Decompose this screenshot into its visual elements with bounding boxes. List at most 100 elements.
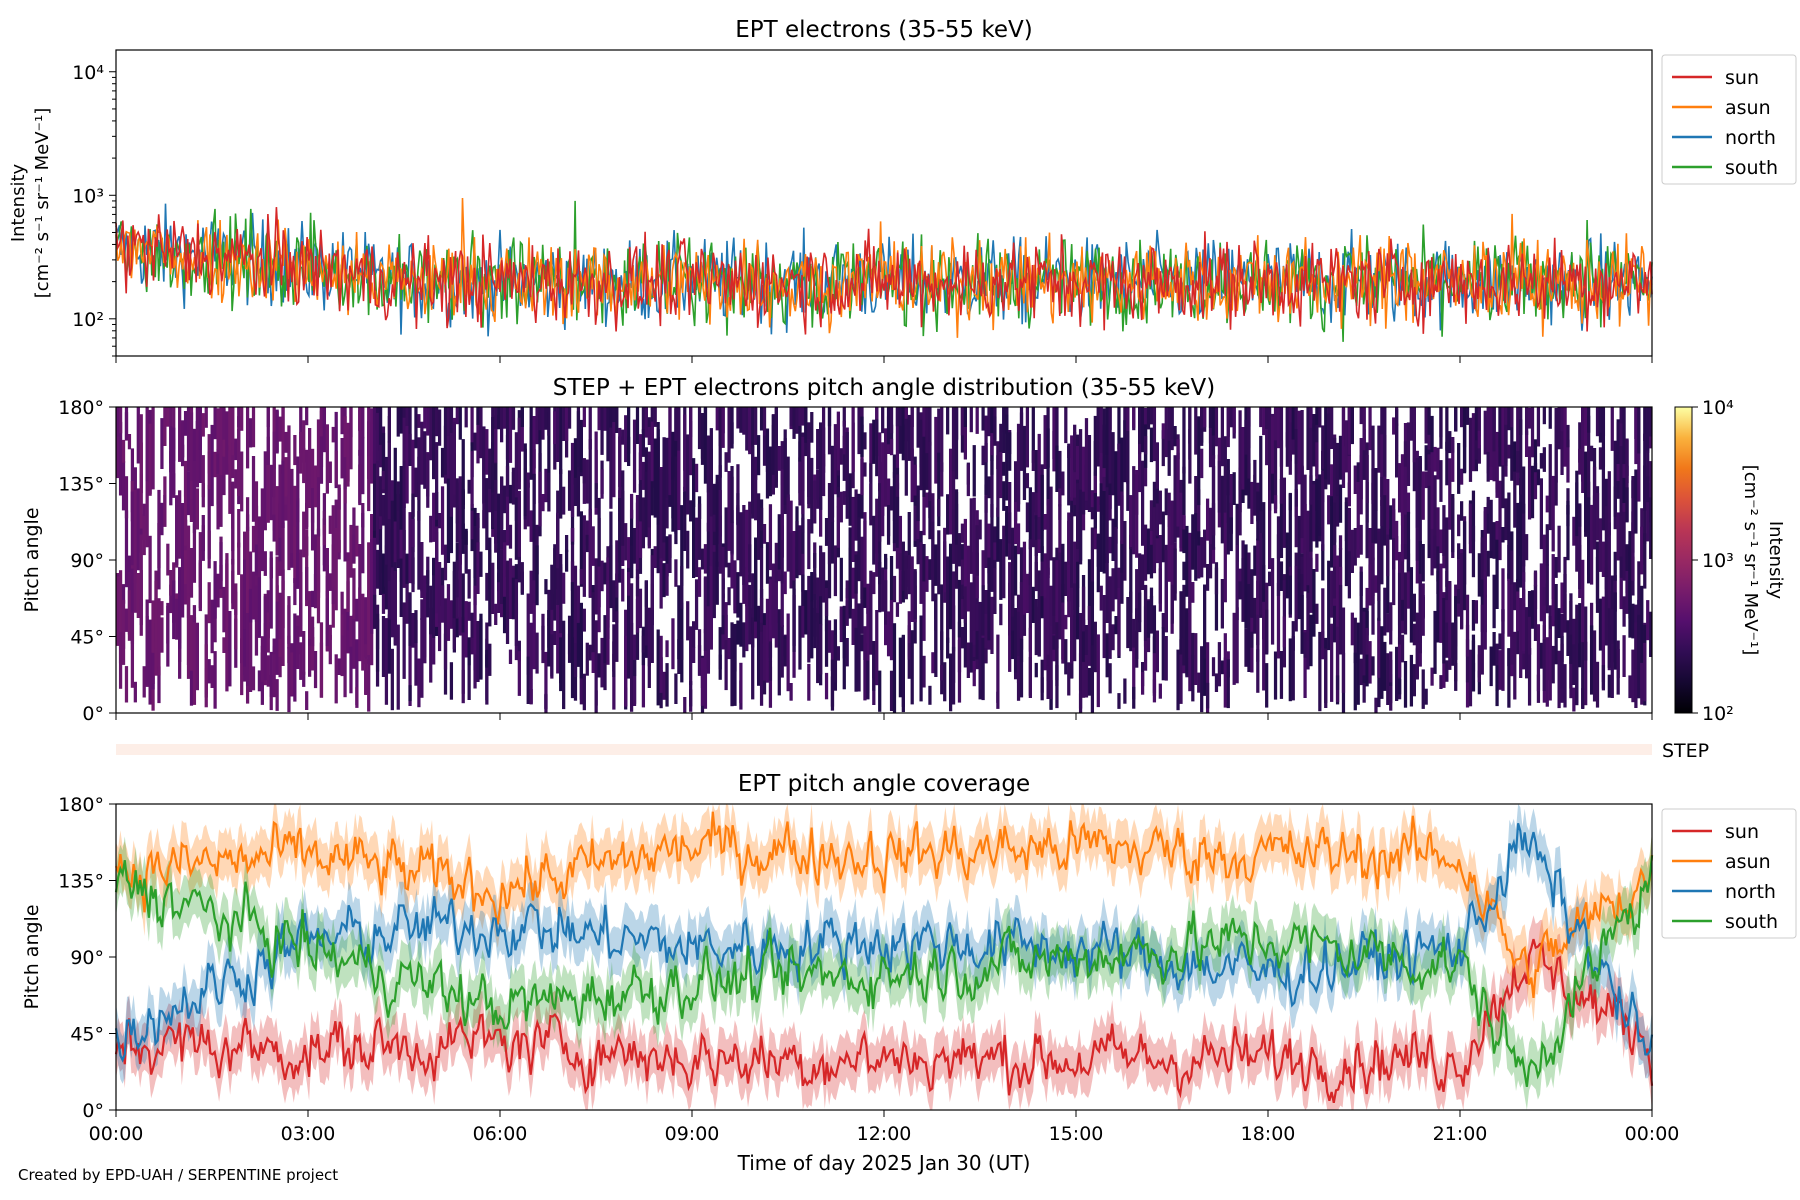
series-line-south <box>114 855 1654 1087</box>
heatmap-cell <box>1158 490 1162 525</box>
heatmap-cell <box>792 531 796 581</box>
heatmap-cell <box>1327 560 1331 651</box>
heatmap-cell <box>1330 464 1334 484</box>
heatmap-cell <box>1643 642 1647 702</box>
heatmap-cell <box>591 592 595 653</box>
heatmap-cell <box>517 539 521 583</box>
heatmap-cell <box>1421 595 1425 636</box>
heatmap-cell <box>1557 525 1561 573</box>
heatmap-cell <box>473 654 477 689</box>
heatmap-cell <box>594 431 598 515</box>
heatmap-cell <box>417 482 421 521</box>
heatmap-cell <box>1155 458 1159 539</box>
heatmap-cell <box>1616 649 1620 679</box>
heatmap-cell <box>449 600 454 629</box>
heatmap-cell <box>1220 660 1224 675</box>
heatmap-cell <box>1595 407 1600 437</box>
heatmap-cell <box>624 523 628 561</box>
heatmap-cell <box>1016 432 1021 512</box>
heatmap-cell <box>1291 621 1295 701</box>
heatmap-cell <box>337 658 341 675</box>
heatmap-cell <box>384 618 389 705</box>
heatmap-cell <box>1268 487 1272 569</box>
heatmap-cell <box>1445 600 1449 633</box>
heatmap-cell <box>1533 572 1538 587</box>
heatmap-cell <box>1203 645 1207 696</box>
heatmap-cell <box>759 507 764 531</box>
heatmap-cell <box>1152 407 1157 462</box>
heatmap-cell <box>1324 407 1328 460</box>
heatmap-cell <box>754 456 758 521</box>
heatmap-cell <box>600 407 604 455</box>
heatmap-cell <box>420 421 424 485</box>
heatmap-cell <box>370 620 374 666</box>
heatmap-cell <box>780 574 784 627</box>
heatmap-cell <box>408 433 412 460</box>
heatmap-cell <box>375 460 380 545</box>
heatmap-cell <box>375 618 380 650</box>
heatmap-cell <box>381 553 386 594</box>
heatmap-cell <box>538 407 542 431</box>
heatmap-cell <box>916 407 920 448</box>
heatmap-cell <box>1359 438 1363 500</box>
heatmap-cell <box>148 619 152 705</box>
heatmap-cell <box>541 494 545 512</box>
heatmap-cell <box>1282 616 1287 648</box>
heatmap-cell <box>163 407 167 440</box>
heatmap-cell <box>819 497 823 537</box>
heatmap-cell <box>160 617 164 653</box>
heatmap-cell <box>296 456 300 508</box>
heatmap-cell <box>588 644 592 661</box>
heatmap-cell <box>145 599 149 685</box>
heatmap-cell <box>266 407 270 465</box>
heatmap-cell <box>1309 407 1313 428</box>
heatmap-cell <box>266 590 270 621</box>
heatmap-cell <box>1640 644 1644 689</box>
heatmap-cell <box>1427 485 1431 545</box>
heatmap-cell <box>751 613 755 700</box>
heatmap-cell <box>842 435 846 481</box>
heatmap-cell <box>390 500 394 573</box>
colorbar-bar <box>1674 406 1693 714</box>
heatmap-cell <box>1551 554 1555 599</box>
heatmap-cell <box>972 630 976 645</box>
heatmap-cell <box>827 407 832 455</box>
heatmap-cell <box>1383 641 1387 691</box>
heatmap-cell <box>984 495 988 513</box>
heatmap-cell <box>148 423 152 496</box>
heatmap-cell <box>1374 697 1378 713</box>
heatmap-cell <box>821 407 826 467</box>
heatmap-cell <box>473 585 477 671</box>
heatmap-cell <box>1598 518 1603 572</box>
heatmap-cell <box>1548 444 1552 531</box>
heatmap-cell <box>248 551 253 623</box>
heatmap-cell <box>851 498 855 562</box>
heatmap-cell <box>476 621 480 682</box>
heatmap-cell <box>1161 423 1165 439</box>
heatmap-cell <box>594 620 598 706</box>
heatmap-cell <box>1194 513 1198 581</box>
heatmap-cell <box>299 432 303 474</box>
heatmap-cell <box>748 407 752 455</box>
heatmap-cell <box>1312 414 1316 432</box>
heatmap-cell <box>1637 411 1641 502</box>
heatmap-cell <box>437 513 442 529</box>
heatmap-cell <box>452 421 456 495</box>
heatmap-cell <box>895 602 900 617</box>
heatmap-cell <box>349 615 353 649</box>
heatmap-cell <box>361 593 365 671</box>
heatmap-cell <box>1182 407 1186 474</box>
ytick-label: 10³ <box>72 185 104 207</box>
heatmap-cell <box>972 445 976 497</box>
heatmap-cell <box>875 498 879 577</box>
heatmap-cell <box>597 564 601 633</box>
heatmap-cell <box>807 519 811 570</box>
heatmap-cell <box>686 530 690 569</box>
heatmap-cell <box>582 608 586 632</box>
heatmap-cell <box>470 637 474 655</box>
heatmap-cell <box>582 458 586 484</box>
heatmap-cell <box>497 493 501 583</box>
heatmap-cell <box>251 456 256 522</box>
heatmap-cell <box>1087 605 1092 666</box>
heatmap-cell <box>804 590 808 635</box>
